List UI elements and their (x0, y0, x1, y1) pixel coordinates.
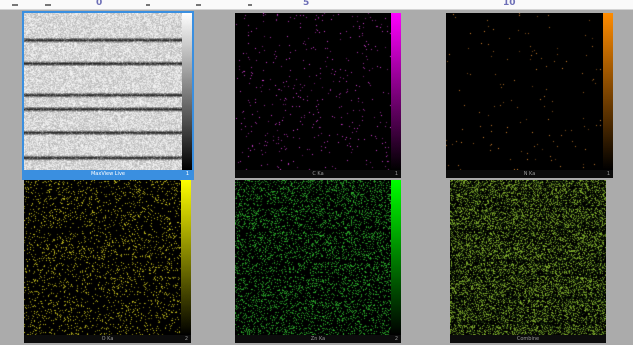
ruler-mark (196, 4, 201, 6)
panel-label: Zn Ka (310, 336, 326, 342)
ruler-mark (12, 4, 18, 6)
colorbar (391, 180, 401, 335)
sem-image (24, 13, 182, 170)
panel-label-strip: C Ka 1 (235, 170, 401, 178)
ruler-tick-5: 5 (303, 0, 310, 8)
colorbar (391, 13, 401, 170)
top-ruler: 0 5 10 (0, 0, 633, 10)
colorbar (181, 180, 191, 335)
panel-scale-number: 2 (184, 336, 188, 342)
panel-label: MaxView Live (90, 171, 125, 177)
panel-scale-number: 1 (606, 171, 610, 177)
panel-label: O Ka (101, 336, 114, 342)
combined-map (450, 180, 606, 335)
panel-label-strip: MaxView Live 1 (24, 170, 192, 178)
panel-c-ka[interactable]: C Ka 1 (235, 13, 401, 178)
panel-label-strip: N Ka 1 (446, 170, 613, 178)
panel-zn-ka[interactable]: Zn Ka 2 (235, 180, 401, 343)
panel-scale-number: 2 (394, 336, 398, 342)
element-map (235, 180, 391, 335)
ruler-mark (146, 4, 150, 6)
colorbar (603, 13, 613, 170)
panel-label-strip: Combine (450, 335, 606, 343)
panel-scale-number: 1 (394, 171, 398, 177)
panel-n-ka[interactable]: N Ka 1 (446, 13, 613, 178)
panel-label-strip: O Ka 2 (24, 335, 191, 343)
panel-scale-number: 1 (185, 171, 189, 177)
panel-label: C Ka (312, 171, 324, 177)
panel-maxview-live[interactable]: MaxView Live 1 (22, 11, 194, 180)
ruler-mark (45, 4, 51, 6)
panel-label: N Ka (523, 171, 536, 177)
element-map (24, 180, 181, 335)
panel-label-strip: Zn Ka 2 (235, 335, 401, 343)
colorbar (182, 13, 192, 170)
panel-label: Combine (516, 336, 540, 342)
panel-combine[interactable]: Combine (450, 180, 606, 343)
element-map (446, 13, 603, 170)
element-map (235, 13, 391, 170)
panel-o-ka[interactable]: O Ka 2 (24, 180, 191, 343)
ruler-tick-10: 10 (503, 0, 516, 8)
ruler-tick-0: 0 (96, 0, 103, 8)
ruler-mark (248, 4, 252, 6)
